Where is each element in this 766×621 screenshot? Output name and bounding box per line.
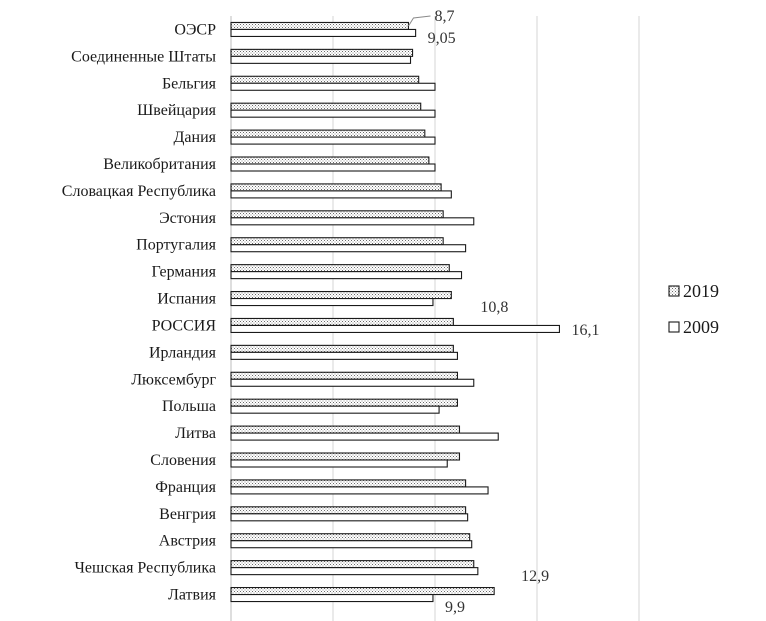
legend-swatch bbox=[668, 321, 680, 333]
category-label: Португалия bbox=[136, 237, 216, 254]
category-label: Венгрия bbox=[159, 506, 216, 523]
category-label: Соединенные Штаты bbox=[71, 48, 216, 65]
category-label: Чешская Республика bbox=[75, 560, 216, 577]
data-label: 9,05 bbox=[428, 30, 456, 47]
category-label: Латвия bbox=[168, 587, 217, 604]
bar-2019 bbox=[230, 290, 452, 300]
bar-2019 bbox=[230, 183, 442, 192]
category-label: Словацкая Республика bbox=[62, 183, 216, 200]
bar-2019 bbox=[230, 586, 495, 596]
bar-2009 bbox=[230, 109, 436, 118]
bar-2009 bbox=[230, 324, 560, 334]
bar-2019 bbox=[230, 21, 410, 31]
bar-2009 bbox=[230, 136, 436, 145]
bar-2009 bbox=[230, 28, 417, 38]
category-label: Люксембург bbox=[131, 371, 216, 388]
bar-2009 bbox=[230, 405, 440, 414]
category-label: Дания bbox=[174, 129, 217, 146]
legend-label: 2009 bbox=[683, 317, 719, 337]
bar-2009 bbox=[230, 190, 452, 199]
bar-2019 bbox=[230, 398, 458, 407]
bar-2009 bbox=[230, 217, 475, 226]
bar-2019 bbox=[230, 317, 454, 327]
bar-2009 bbox=[230, 378, 475, 387]
category-label: Испания bbox=[157, 291, 216, 308]
bar-2009 bbox=[230, 486, 489, 495]
data-labels: 8,7 9,05 10,8 16,1 12,9 9,9 bbox=[408, 8, 599, 616]
bar-2019 bbox=[230, 506, 467, 515]
bar-2009 bbox=[230, 163, 436, 172]
bar-2009 bbox=[230, 244, 467, 253]
category-label: Ирландия bbox=[149, 344, 217, 361]
category-label: Швейцария bbox=[137, 102, 216, 119]
category-label: РОССИЯ bbox=[152, 317, 217, 334]
category-label: Словения bbox=[150, 452, 216, 469]
category-label: Польша bbox=[162, 398, 216, 415]
bar-2019 bbox=[230, 75, 420, 84]
category-label: Бельгия bbox=[162, 75, 217, 92]
bar-2009 bbox=[230, 297, 434, 307]
legend-label: 2019 bbox=[683, 281, 719, 301]
bar-2019 bbox=[230, 264, 450, 273]
bar-2019 bbox=[230, 129, 426, 138]
bar-2009 bbox=[230, 55, 412, 64]
bar-2009 bbox=[230, 82, 436, 91]
bar-2019 bbox=[230, 533, 471, 542]
category-label: Великобритания bbox=[103, 156, 216, 173]
category-label: Франция bbox=[155, 479, 216, 496]
bar-2009 bbox=[230, 271, 463, 280]
bar-2019 bbox=[230, 102, 422, 111]
bar-2009 bbox=[230, 351, 458, 360]
bar-2019 bbox=[230, 452, 461, 461]
category-label: Литва bbox=[175, 425, 216, 442]
data-label: 16,1 bbox=[571, 322, 599, 339]
category-label: Эстония bbox=[159, 210, 217, 227]
bars bbox=[230, 21, 560, 603]
bar-2009 bbox=[230, 567, 479, 576]
category-label: ОЭСР bbox=[174, 21, 216, 38]
category-label: Германия bbox=[152, 264, 217, 281]
bar-2009 bbox=[230, 513, 469, 522]
bar-2019 bbox=[230, 237, 444, 246]
data-label: 9,9 bbox=[445, 599, 465, 616]
bar-2009 bbox=[230, 459, 448, 468]
bar-2019 bbox=[230, 560, 475, 569]
label-leader-line bbox=[408, 15, 431, 27]
bar-2009 bbox=[230, 540, 473, 549]
bar-2019 bbox=[230, 156, 430, 165]
data-label: 10,8 bbox=[480, 299, 508, 316]
bar-2009 bbox=[230, 432, 499, 441]
bar-2019 bbox=[230, 425, 461, 434]
bar-2019 bbox=[230, 371, 458, 380]
bar-2019 bbox=[230, 48, 414, 57]
bar-2019 bbox=[230, 479, 467, 488]
category-labels: ОЭСР Соединенные Штаты Бельгия Швейцария Дан… bbox=[62, 21, 217, 603]
bar-2019 bbox=[230, 344, 454, 353]
data-label: 12,9 bbox=[521, 568, 549, 585]
data-label: 8,7 bbox=[434, 8, 454, 25]
bar-2009 bbox=[230, 593, 434, 603]
legend-swatch bbox=[668, 285, 680, 297]
legend: 2019 2009 bbox=[668, 281, 719, 337]
category-label: Австрия bbox=[159, 533, 217, 550]
bar-2019 bbox=[230, 210, 444, 219]
